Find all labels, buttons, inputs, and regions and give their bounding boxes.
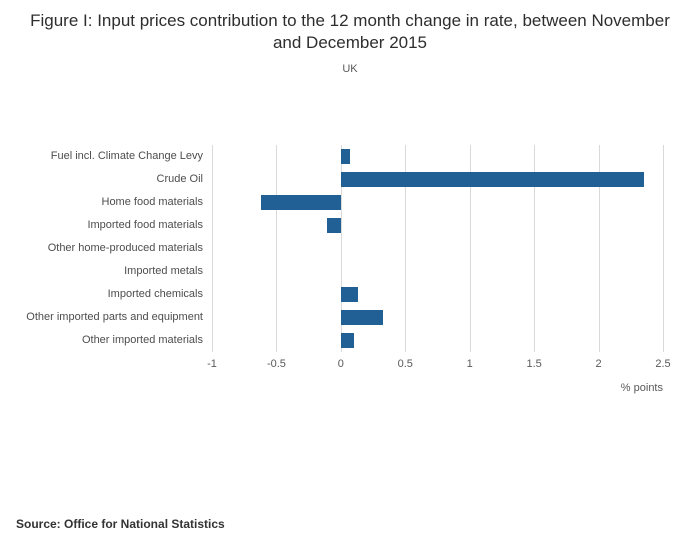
bar-row [212,306,663,329]
x-tick-label: -1 [207,358,217,371]
plot-area [212,145,664,353]
bar [260,195,341,211]
bar-row [212,191,663,214]
bar [340,149,350,165]
category-label: Home food materials [101,196,204,209]
x-tick-label: 1.5 [526,358,542,371]
bar [340,310,384,326]
bar-row [212,260,663,283]
category-label: Other home-produced materials [47,242,203,255]
category-label: Other imported materials [81,334,203,347]
bar-chart: Fuel incl. Climate Change Levy Crude Oil H… [0,145,700,394]
source-note: Source: Office for National Statistics [16,517,225,531]
bar [340,287,358,303]
gridline-2 [598,145,600,353]
gridline-1.5 [534,145,536,353]
category-axis: Fuel incl. Climate Change Levy Crude Oil H… [0,145,212,352]
x-axis: -1 -0.5 0 0.5 1 1.5 2 2.5 [207,358,671,374]
bar-row [212,145,663,168]
x-axis-title: % points [620,382,663,395]
x-tick-label: 2.5 [655,358,671,371]
bar [340,172,644,188]
bar [340,333,354,349]
category-label: Imported metals [124,265,203,278]
chart-title: Figure I: Input prices contribution to t… [30,11,670,53]
bar-row [212,329,663,352]
bar-row [212,237,663,260]
x-tick-label: 0 [337,358,344,371]
bar [326,218,341,234]
category-label: Fuel incl. Climate Change Levy [50,150,203,163]
category-label: Other imported parts and equipment [26,311,203,324]
gridline-0 [340,145,342,353]
gridline-2.5 [663,145,664,353]
x-tick-label: 2 [595,358,602,371]
gridline-0.5 [405,145,407,353]
x-tick-label: 1 [466,358,473,371]
category-label: Crude Oil [156,173,203,186]
chart-subtitle: UK [342,63,358,76]
gridline--0.5 [276,145,278,353]
chart-body: Fuel incl. Climate Change Levy Crude Oil H… [0,145,664,353]
x-tick-label: -0.5 [266,358,286,371]
bar-row [212,214,663,237]
category-label: Imported food materials [87,219,203,232]
bar-row [212,168,663,191]
category-label: Imported chemicals [107,288,203,301]
x-tick-label: 0.5 [397,358,413,371]
bar-row [212,283,663,306]
gridline-1 [469,145,471,353]
gridline--1 [212,145,213,353]
